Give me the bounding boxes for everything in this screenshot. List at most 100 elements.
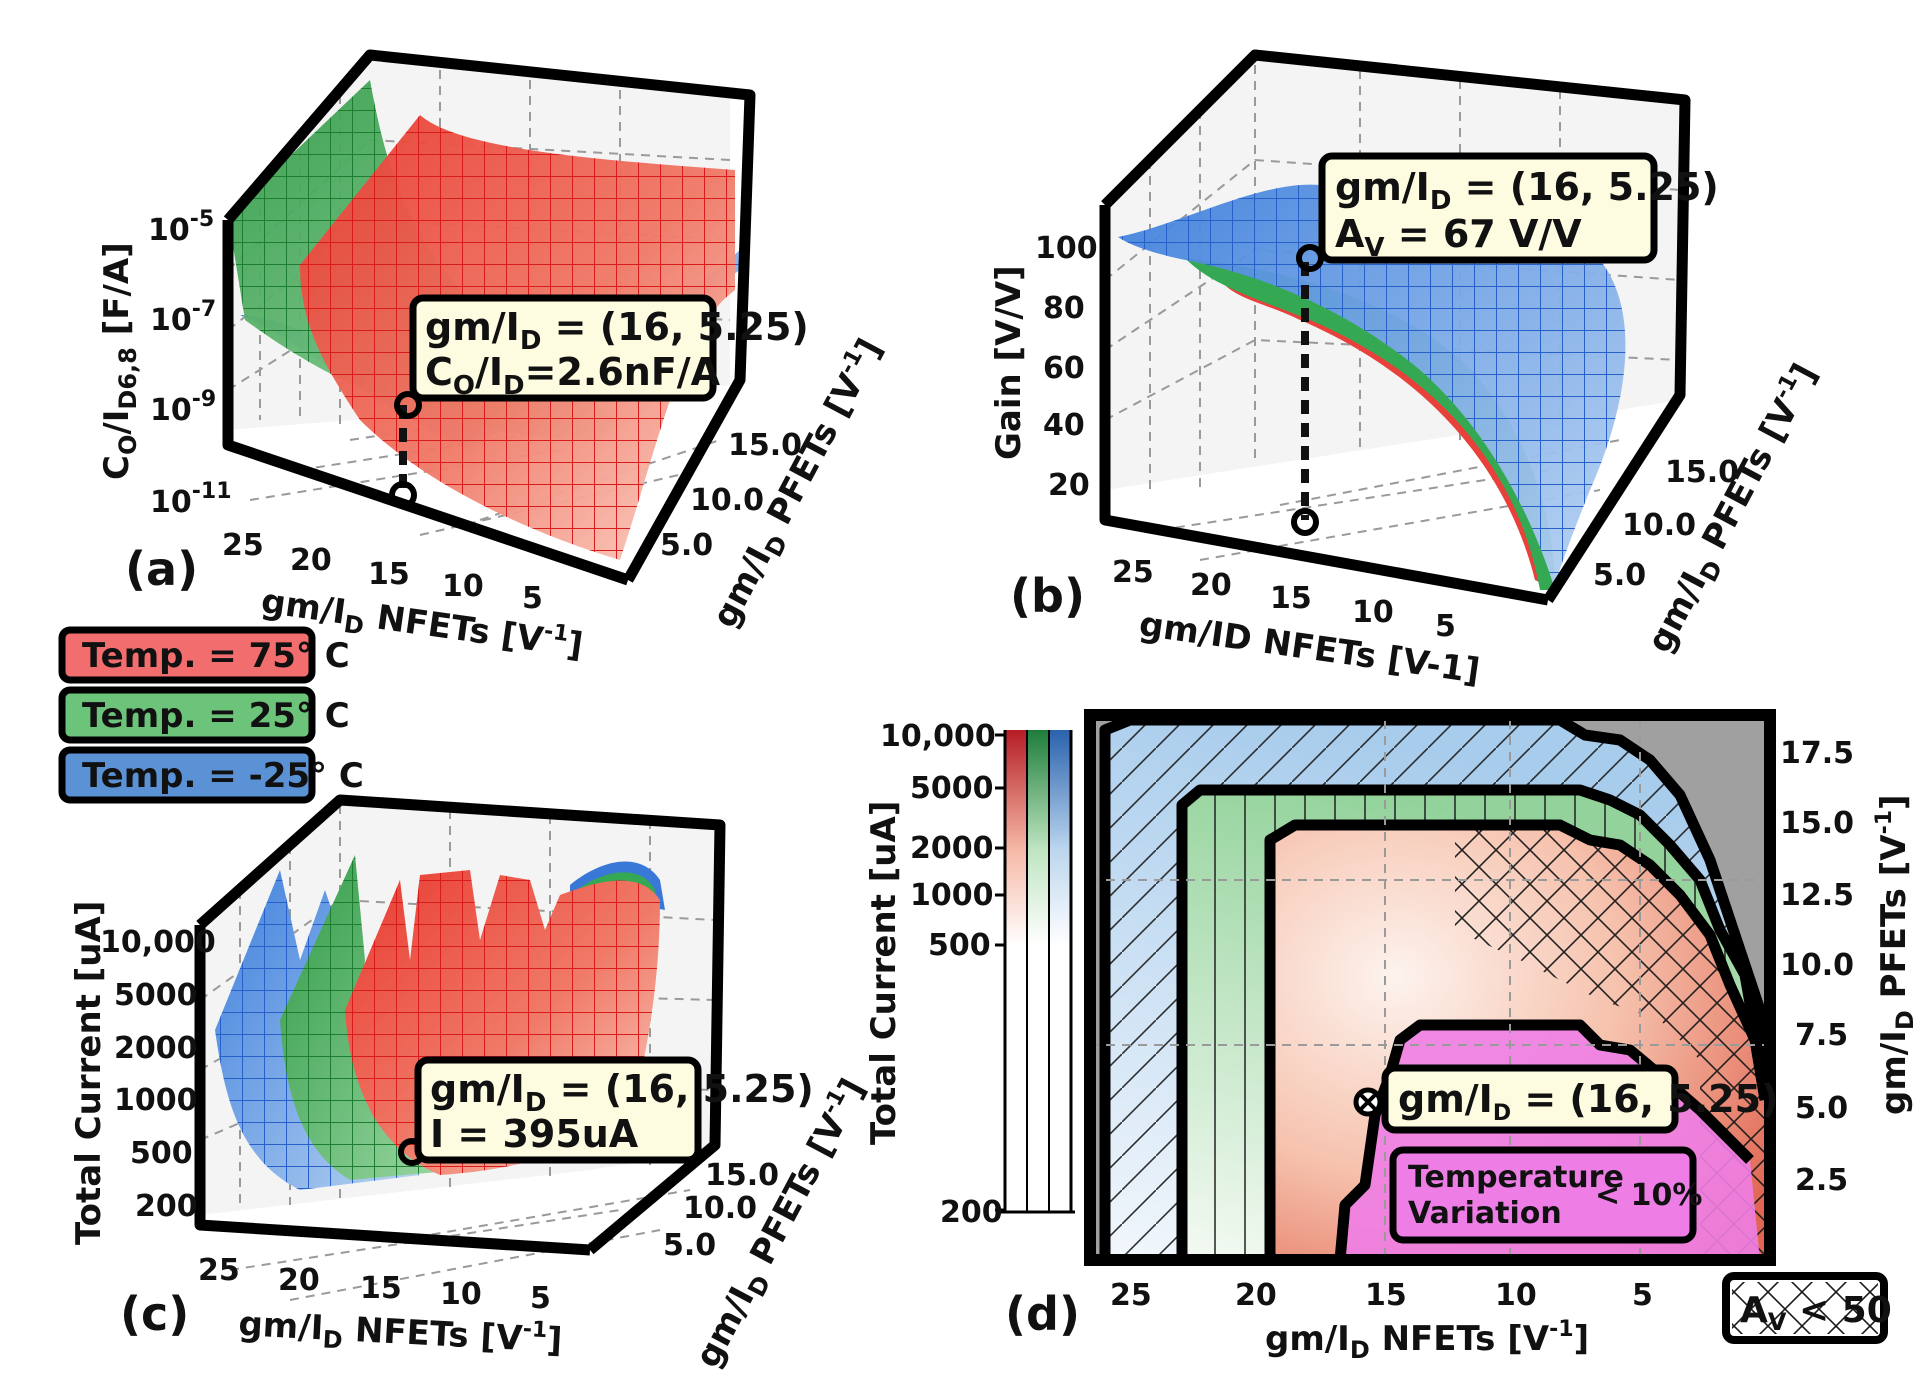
contour-outline-red bbox=[1264, 819, 1771, 1260]
yticks-d: 17.5 15.0 12.5 10.0 7.5 5.0 2.5 bbox=[1780, 736, 1854, 1198]
callout-d: gm/ID = (16, 5.25) bbox=[1381, 1064, 1778, 1134]
colorbar-green bbox=[1027, 730, 1049, 1210]
region-red-hatch bbox=[1455, 825, 1770, 1260]
xticks-c: 25 20 15 10 5 bbox=[198, 1253, 551, 1316]
point-marker-b bbox=[1296, 244, 1324, 272]
cbtick-3: 1000 bbox=[910, 878, 994, 913]
xtick-a-1: 20 bbox=[290, 543, 332, 578]
xtick-c-3: 10 bbox=[440, 1277, 482, 1312]
ytick-d-6: 2.5 bbox=[1795, 1163, 1848, 1198]
xlabel-c: gm/ID NFETs [V-1] bbox=[237, 1302, 563, 1366]
callout-a: gm/ID = (16, 5.25) CO/ID=2.6nF/A bbox=[409, 294, 809, 402]
xticks-d: 25 20 15 10 5 bbox=[1110, 1278, 1653, 1313]
xlabel-b: gm/ID NFETs [V-1] bbox=[1137, 604, 1482, 691]
xlabel-d: gm/ID NFETs [V-1] bbox=[1265, 1317, 1589, 1364]
contour-frame bbox=[1084, 709, 1776, 1266]
ytick-d-1: 15.0 bbox=[1780, 806, 1854, 841]
ztick-a-2: 10-9 bbox=[150, 387, 216, 428]
xtick-b-3: 10 bbox=[1352, 595, 1394, 630]
panel-a: 10-5 10-7 10-9 10-11 CO/ID6,8 [F/A] 25 2… bbox=[97, 49, 890, 666]
xtick-d-2: 15 bbox=[1365, 1278, 1407, 1313]
ztick-b-2: 60 bbox=[1043, 351, 1085, 386]
zlabel-a: CO/ID6,8 [F/A] bbox=[97, 242, 142, 480]
cbtick-0: 10,000 bbox=[880, 719, 996, 754]
xtick-c-2: 15 bbox=[360, 1271, 402, 1306]
frame-c bbox=[194, 794, 726, 1256]
xtick-b-2: 15 bbox=[1270, 581, 1312, 616]
region-label-line2: Variation bbox=[1408, 1196, 1562, 1231]
ztick-a-3: 10-11 bbox=[150, 479, 232, 520]
contour-outline-blue bbox=[1099, 714, 1776, 1260]
zticks-c: 10,000 5000 2000 1000 500 200 bbox=[100, 925, 216, 1224]
ztick-a-1: 10-7 bbox=[150, 297, 216, 338]
legend-label-m25: Temp. = -25° C bbox=[82, 756, 364, 796]
ytick-b-2: 5.0 bbox=[1593, 558, 1646, 593]
legend-label-25: Temp. = 25° C bbox=[82, 696, 350, 736]
region-label-temperature: Temperature Variation < 10% bbox=[1389, 1146, 1702, 1244]
colorbar-ticks: 10,000 5000 2000 1000 500 200 bbox=[880, 719, 1003, 1230]
surface-b-blue bbox=[1118, 184, 1626, 590]
panel-label-c: (c) bbox=[120, 1287, 189, 1341]
xtick-a-3: 10 bbox=[442, 569, 484, 604]
cbtick-4: 500 bbox=[928, 928, 991, 963]
panel-label-b: (b) bbox=[1010, 569, 1085, 623]
region-label-cond: < 10% bbox=[1595, 1178, 1702, 1213]
panel-label-a: (a) bbox=[125, 542, 198, 596]
xtick-d-0: 25 bbox=[1110, 1278, 1152, 1313]
zlabel-b: Gain [V/V] bbox=[989, 265, 1029, 460]
xtick-c-4: 5 bbox=[530, 1281, 551, 1316]
colorbar-blue bbox=[1049, 730, 1071, 1210]
cbtick-1: 5000 bbox=[910, 771, 994, 806]
xtick-b-0: 25 bbox=[1112, 555, 1154, 590]
callout-c-line2: I = 395uA bbox=[430, 1112, 639, 1156]
xtick-a-0: 25 bbox=[222, 528, 264, 563]
zlabel-c: Total Current [uA] bbox=[69, 901, 109, 1245]
panel-label-d: (d) bbox=[1005, 1287, 1080, 1341]
zticks-a: 10-5 10-7 10-9 10-11 bbox=[148, 207, 232, 520]
ytick-d-4: 7.5 bbox=[1795, 1018, 1848, 1053]
ytick-c-1: 10.0 bbox=[683, 1191, 757, 1226]
frame-b bbox=[1099, 49, 1691, 606]
xticks-a: 25 20 15 10 5 bbox=[222, 528, 543, 616]
region-label-line1: Temperature bbox=[1408, 1160, 1624, 1195]
xtick-a-4: 5 bbox=[522, 581, 543, 616]
ytick-a-2: 5.0 bbox=[660, 528, 713, 563]
ztick-c-0: 10,000 bbox=[100, 925, 216, 960]
ztick-a-0: 10-5 bbox=[148, 207, 214, 248]
ytick-b-1: 10.0 bbox=[1622, 508, 1696, 543]
hatch-legend-label: AV < 50 bbox=[1740, 1290, 1892, 1336]
ytick-c-0: 15.0 bbox=[705, 1158, 779, 1193]
yticks-c: 15.0 10.0 5.0 bbox=[663, 1158, 779, 1263]
ztick-b-0: 100 bbox=[1035, 231, 1098, 266]
xtick-d-3: 10 bbox=[1495, 1278, 1537, 1313]
frame-a bbox=[222, 49, 756, 586]
ytick-a-0: 15.0 bbox=[728, 428, 802, 463]
ztick-b-3: 40 bbox=[1043, 408, 1085, 443]
xtick-c-1: 20 bbox=[278, 1263, 320, 1298]
xtick-d-1: 20 bbox=[1235, 1278, 1277, 1313]
callout-c: gm/ID = (16, 5.25) I = 395uA bbox=[414, 1056, 814, 1164]
xtick-c-0: 25 bbox=[198, 1253, 240, 1288]
ytick-d-2: 12.5 bbox=[1780, 878, 1854, 913]
callout-b-line1: gm/ID = (16, 5.25) bbox=[1335, 165, 1719, 216]
xtick-b-1: 20 bbox=[1190, 568, 1232, 603]
legend: Temp. = 75° C Temp. = 25° C Temp. = -25°… bbox=[58, 626, 364, 804]
xtick-d-4: 5 bbox=[1632, 1278, 1653, 1313]
ztick-c-1: 5000 bbox=[114, 978, 198, 1013]
xtick-b-4: 5 bbox=[1435, 609, 1456, 644]
cbtick-2: 2000 bbox=[910, 831, 994, 866]
callout-a-line2: CO/ID=2.6nF/A bbox=[425, 350, 721, 401]
yticks-b: 15.0 10.0 5.0 bbox=[1593, 455, 1739, 593]
ztick-b-4: 20 bbox=[1048, 468, 1090, 503]
ztick-b-1: 80 bbox=[1043, 291, 1085, 326]
xtick-a-2: 15 bbox=[368, 557, 410, 592]
callout-b-line2: AV = 67 V/V bbox=[1335, 212, 1582, 263]
hatch-legend-av: AV < 50 bbox=[1722, 1272, 1892, 1344]
panel-c: 10,000 5000 2000 1000 500 200 Total Curr… bbox=[69, 794, 873, 1374]
yticks-a: 15.0 10.0 5.0 bbox=[660, 428, 802, 563]
colorbar-red bbox=[1005, 730, 1027, 1210]
surface-c-green bbox=[280, 855, 460, 1180]
legend-item-75: Temp. = 75° C bbox=[58, 626, 350, 684]
callout-c-line1: gm/ID = (16, 5.25) bbox=[430, 1067, 814, 1118]
legend-item-25: Temp. = 25° C bbox=[58, 686, 350, 744]
